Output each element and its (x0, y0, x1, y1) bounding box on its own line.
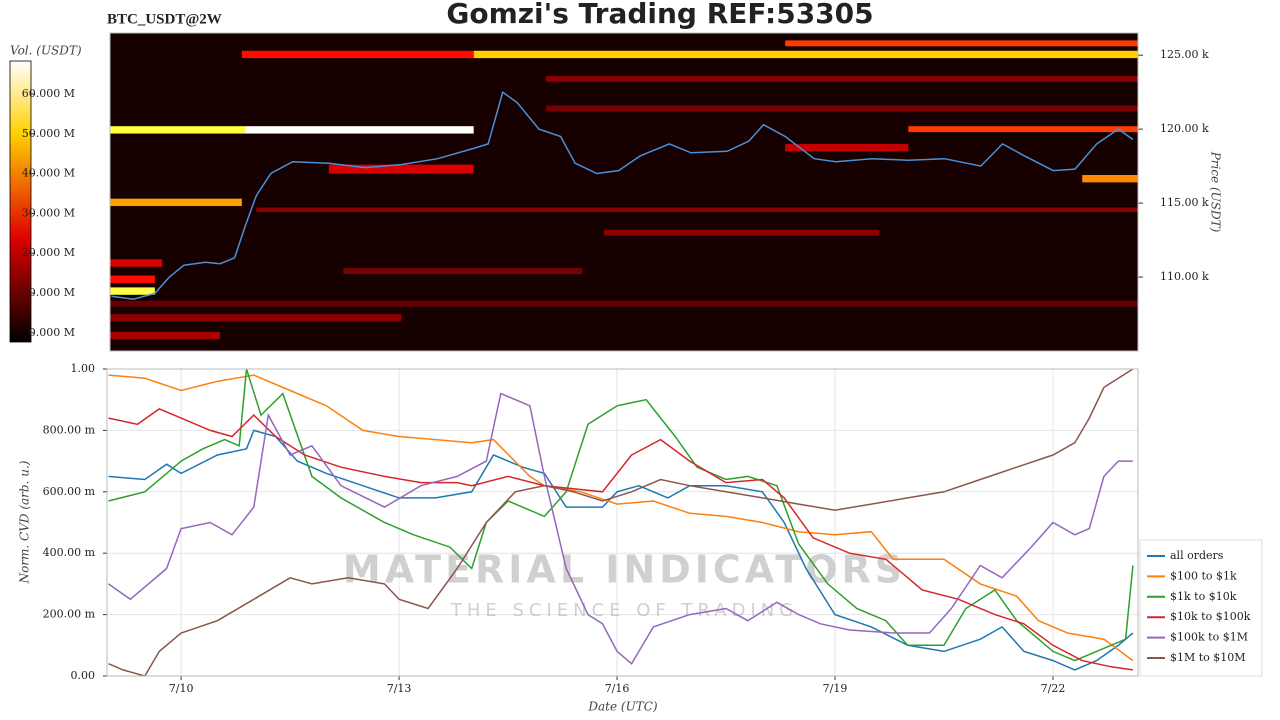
y-tick-label: 120.00 k (1160, 122, 1209, 135)
heatmap-panel: 110.00 k 115.00 k 120.00 k 125.00 k 0.000 M 1… (22, 32, 1209, 352)
colorbar-tick-label: 60.000 M (22, 87, 75, 100)
x-tick-label: 7/19 (823, 682, 848, 695)
y-tick-label: 600.00 m (43, 485, 96, 498)
x-tick-label: 7/10 (169, 682, 194, 695)
colorbar-tick-label: 40.000 M (22, 167, 75, 180)
heatmap-cells (110, 40, 1138, 340)
colorbar-tick-label: 0.000 M (29, 326, 75, 339)
y-tick-label: 800.00 m (43, 423, 96, 436)
x-tick-label: 7/22 (1041, 682, 1066, 695)
price-line (111, 90, 1134, 300)
x-axis-label: Date (UTC) (587, 700, 657, 714)
cvd-line (108, 369, 1134, 662)
heatmap-cell (785, 40, 1138, 47)
x-tick-label: 7/16 (605, 682, 630, 695)
colorbar-label: Vol. (USDT) (10, 44, 82, 58)
legend-label: $100 to $1k (1170, 569, 1237, 582)
lines (108, 369, 1134, 676)
plot-frame (109, 32, 1139, 352)
cvd-panel: 0.00 200.00 m 400.00 m 600.00 m 800.00 m 1.00… (43, 362, 1263, 695)
y-tick-label: 110.00 k (1160, 270, 1209, 283)
y-tick-label: 115.00 k (1160, 196, 1209, 209)
legend-label: all orders (1170, 549, 1224, 562)
colorbar (9, 60, 32, 343)
heatmap-cell (546, 75, 1138, 82)
y-tick-label: 400.00 m (43, 546, 96, 559)
symbol: BTC_USDT@2W (107, 11, 222, 27)
cvd-line (108, 429, 1134, 671)
heatmap-cell (908, 126, 1138, 133)
heatmap-cell (110, 198, 242, 207)
heatmap-cell (546, 105, 1138, 112)
heatmap-cell (110, 275, 155, 283)
chart-title: Gomzi's Trading REF:53305 (446, 0, 873, 30)
y-tick-label: 0.00 (71, 669, 96, 682)
heatmap-cell (785, 143, 909, 152)
heatmap-cell (328, 164, 474, 174)
cvd-line (108, 408, 1134, 671)
heatmap-cell (256, 207, 1138, 212)
colorbar-tick-label: 50.000 M (22, 127, 75, 140)
heatmap-background (110, 33, 1138, 351)
plot-frame (106, 368, 1139, 677)
heatmap-cell (343, 268, 583, 275)
heatmap-cell (473, 50, 1138, 59)
legend-label: $10k to $100k (1170, 610, 1251, 623)
y-tick-label: 200.00 m (43, 608, 96, 621)
legend-label: $100k to $1M (1170, 631, 1248, 644)
cvd-line (108, 374, 1134, 662)
heatmap-cell (110, 300, 1138, 307)
heatmap-cell (604, 229, 880, 236)
colorbar-tick-label: 10.000 M (22, 286, 75, 299)
heatmap-cell (245, 126, 474, 134)
y-axis-label: Price (USDT) (1209, 151, 1223, 233)
heatmap-cell (241, 50, 474, 59)
heatmap-cell (1082, 174, 1138, 183)
y-tick-label: 125.00 k (1160, 48, 1209, 61)
cvd-line (108, 392, 1133, 665)
legend-label: $1k to $10k (1170, 590, 1237, 603)
watermark: THE SCIENCE OF TRADING (450, 600, 798, 621)
colorbar-tick-label: 20.000 M (22, 246, 75, 259)
legend-box (1139, 539, 1263, 677)
heatmap-cell (110, 259, 163, 267)
heatmap-cell (110, 331, 221, 340)
heatmap-cell (110, 287, 155, 295)
x-tick-label: 7/13 (387, 682, 412, 695)
heatmap-cell (110, 126, 246, 134)
y-axis-label: Norm. CVD (arb. u.) (18, 460, 32, 584)
legend-label: $1M to $10M (1170, 651, 1246, 664)
colorbar-tick-label: 30.000 M (22, 206, 75, 219)
cvd-line (108, 369, 1134, 676)
y-tick-label: 1.00 (71, 362, 96, 375)
heatmap-cell (110, 314, 402, 322)
watermark: MATERIAL INDICATORS (343, 548, 906, 592)
